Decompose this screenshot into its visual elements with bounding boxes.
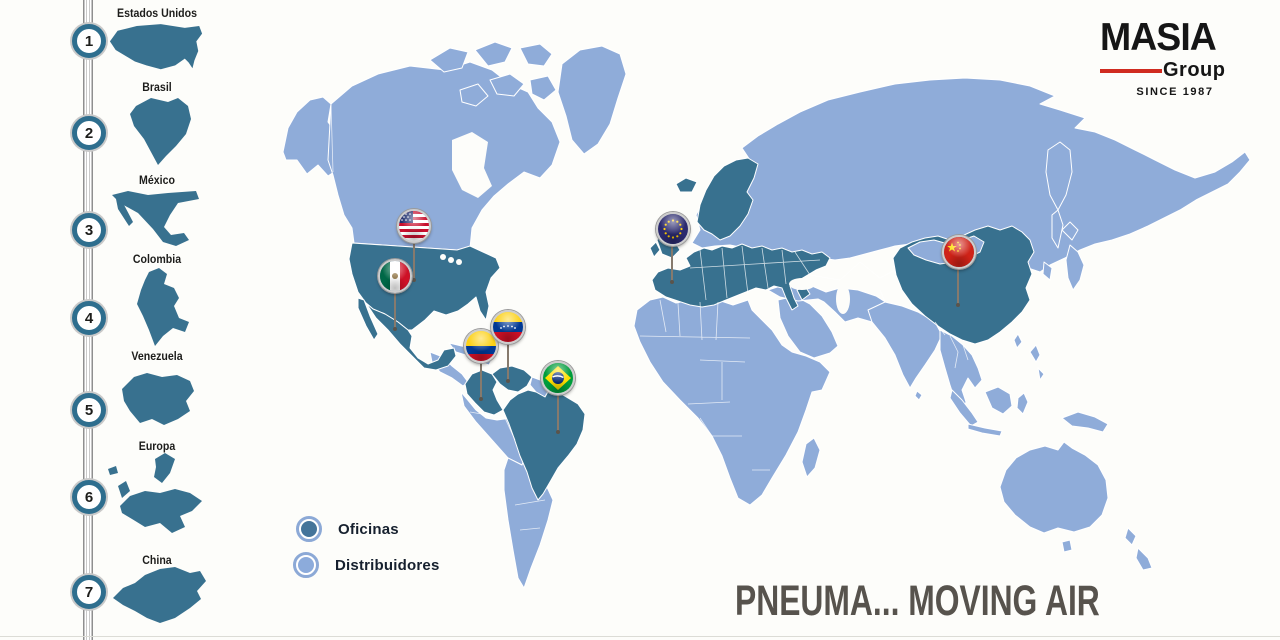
step-number: 1 — [84, 32, 94, 50]
region-russia — [691, 77, 1251, 273]
colombia-silhouette-icon — [137, 268, 189, 346]
pin-gloss — [380, 261, 410, 291]
usa-silhouette-icon — [109, 24, 203, 70]
logo-name: MASIA — [1100, 16, 1217, 59]
pin-gloss — [944, 237, 974, 267]
region-brazil — [502, 387, 586, 501]
legend-offices: Oficinas — [296, 516, 399, 542]
pin-gloss — [399, 211, 429, 241]
region-usa — [348, 242, 501, 331]
pin-tip — [479, 397, 483, 401]
masia-group-logo: MASIA Group SINCE 1987 — [1100, 18, 1250, 98]
distributor-marker-icon — [293, 552, 319, 578]
region-canada-greenland — [282, 41, 627, 251]
region-venezuela — [491, 365, 533, 393]
step-number: 3 — [84, 221, 94, 239]
brazil-flag-icon — [541, 361, 575, 395]
logo-group-label: Group — [1163, 59, 1226, 81]
venezuela-silhouette-icon — [122, 373, 194, 425]
pin-gloss — [543, 363, 573, 393]
pin-tip — [556, 430, 560, 434]
region-japan-korea — [1042, 221, 1085, 291]
step-number: 4 — [84, 309, 94, 327]
logo-red-line — [1100, 68, 1162, 73]
pin-stem — [957, 267, 959, 304]
venezuela-flag-icon — [491, 310, 525, 344]
logo-since: SINCE 1987 — [1136, 86, 1214, 98]
legend-distributors: Distribuidores — [293, 552, 439, 578]
pin-tip — [393, 327, 397, 331]
tagline: PNEUMA... MOVING AIR — [735, 577, 1100, 625]
timeline-number-7: 7 — [72, 575, 106, 609]
sidebar-item-label-venezuela: Venezuela — [131, 351, 183, 363]
timeline-number-4: 4 — [72, 301, 106, 335]
region-southeast-asia — [949, 333, 1109, 437]
pin-tip — [956, 303, 960, 307]
pin-stem — [413, 241, 415, 279]
country-borders — [330, 103, 969, 531]
pin-stem — [480, 360, 482, 398]
legend-offices-label: Oficinas — [338, 520, 399, 538]
water-bodies — [440, 132, 865, 314]
step-number: 7 — [84, 583, 94, 601]
bottom-divider — [0, 636, 1280, 637]
timeline-number-5: 5 — [72, 393, 106, 427]
office-marker-icon — [296, 516, 322, 542]
usa-flag-icon — [397, 209, 431, 243]
pin-tip — [670, 280, 674, 284]
step-number: 6 — [84, 488, 94, 506]
china-silhouette-icon — [113, 567, 206, 623]
sidebar-item-label-europa: Europa — [138, 441, 176, 453]
region-africa — [633, 296, 831, 506]
pin-gloss — [466, 331, 496, 361]
step-number: 5 — [84, 401, 94, 419]
pin-stem — [394, 291, 396, 328]
pin-gloss — [658, 214, 688, 244]
step-number: 2 — [84, 124, 94, 142]
logo-group-row: Group — [1100, 59, 1250, 82]
sidebar-item-label-colombia: Colombia — [132, 254, 182, 266]
timeline-number-1: 1 — [72, 24, 106, 58]
sidebar-item-label-brasil: Brasil — [142, 82, 172, 94]
region-oceania — [999, 441, 1153, 571]
mexico-flag-icon — [378, 259, 412, 293]
brazil-silhouette-icon — [130, 98, 191, 165]
china-flag-icon — [942, 235, 976, 269]
mexico-silhouette-icon — [112, 191, 199, 246]
timeline-number-2: 2 — [72, 116, 106, 150]
timeline-number-3: 3 — [72, 213, 106, 247]
pin-stem — [507, 342, 509, 380]
sidebar-item-label-estados-unidos: Estados Unidos — [117, 8, 197, 20]
legend-distributors-label: Distribuidores — [335, 556, 440, 574]
pin-stem — [557, 393, 559, 431]
pin-stem — [671, 244, 673, 281]
pin-gloss — [493, 312, 523, 342]
pin-tip — [506, 379, 510, 383]
pin-tip — [412, 278, 416, 282]
colombia-flag-icon — [464, 329, 498, 363]
region-mexico — [357, 297, 457, 371]
europe-silhouette-icon — [108, 453, 202, 533]
eu-flag-icon — [656, 212, 690, 246]
region-colombia — [464, 369, 504, 416]
sidebar-item-label-china: China — [142, 555, 172, 567]
timeline-number-6: 6 — [72, 480, 106, 514]
sidebar-item-label-mexico: México — [139, 175, 175, 187]
